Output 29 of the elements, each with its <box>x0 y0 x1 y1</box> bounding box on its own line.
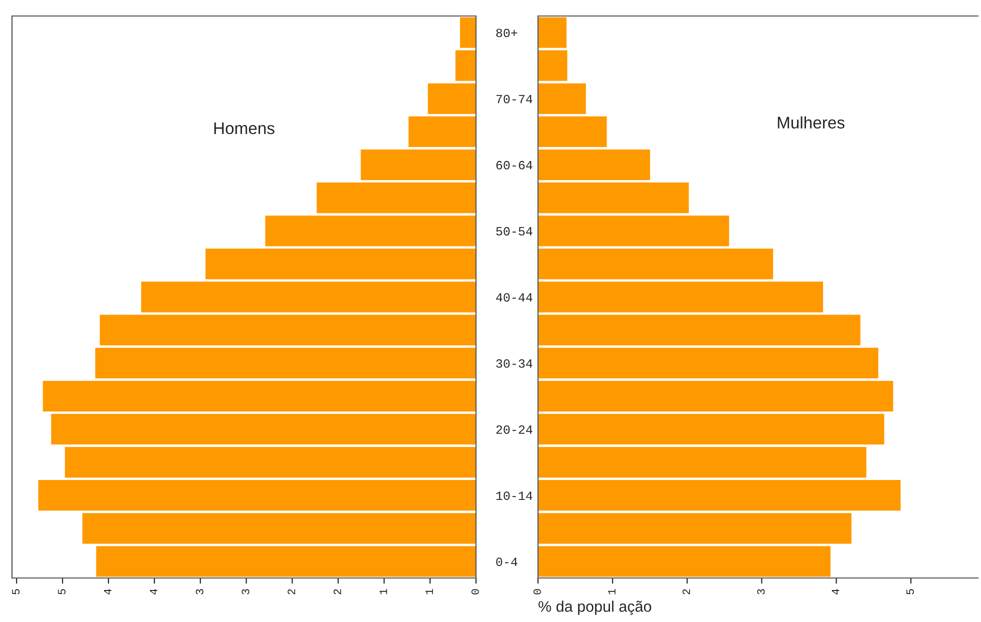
y-tick-label: 70-74 <box>496 94 532 104</box>
x-tick-label: 1 <box>608 588 616 594</box>
x-tick-label: 0 <box>533 589 541 594</box>
y-tick-label: 0-4 <box>496 558 518 566</box>
x-tick-label: 1 <box>426 588 433 594</box>
x-tick-label: 5 <box>906 589 914 594</box>
y-tick-label: 30-34 <box>496 359 532 368</box>
y-tick-label: 80+ <box>496 28 518 38</box>
x-tick-label: 5 <box>12 589 20 594</box>
x-tick-label: 3 <box>196 589 204 594</box>
x-tick-label: 4 <box>104 588 112 595</box>
x-tick-label: 3 <box>242 589 250 594</box>
x-tick-label: 2 <box>288 589 296 594</box>
x-axis-title: % da popul ação <box>538 600 652 615</box>
x-tick-label: 3 <box>757 589 765 594</box>
text: Mulheres <box>778 116 844 129</box>
x-tick-label: 2 <box>682 589 690 594</box>
text: Homens <box>214 122 274 134</box>
y-tick-label: 10-14 <box>496 492 532 500</box>
y-tick-label: 60-64 <box>496 160 532 170</box>
x-tick-label: 0 <box>471 589 479 594</box>
x-tick-label: 5 <box>58 589 66 594</box>
x-tick-label: 1 <box>380 588 387 594</box>
y-tick-label: 50-54 <box>496 227 532 236</box>
x-tick-label: 4 <box>832 588 840 595</box>
y-tick-label: 40-44 <box>496 293 532 302</box>
x-tick-label: 4 <box>150 588 158 595</box>
y-tick-label: 20-24 <box>496 425 532 434</box>
x-tick-label: 2 <box>334 589 342 594</box>
